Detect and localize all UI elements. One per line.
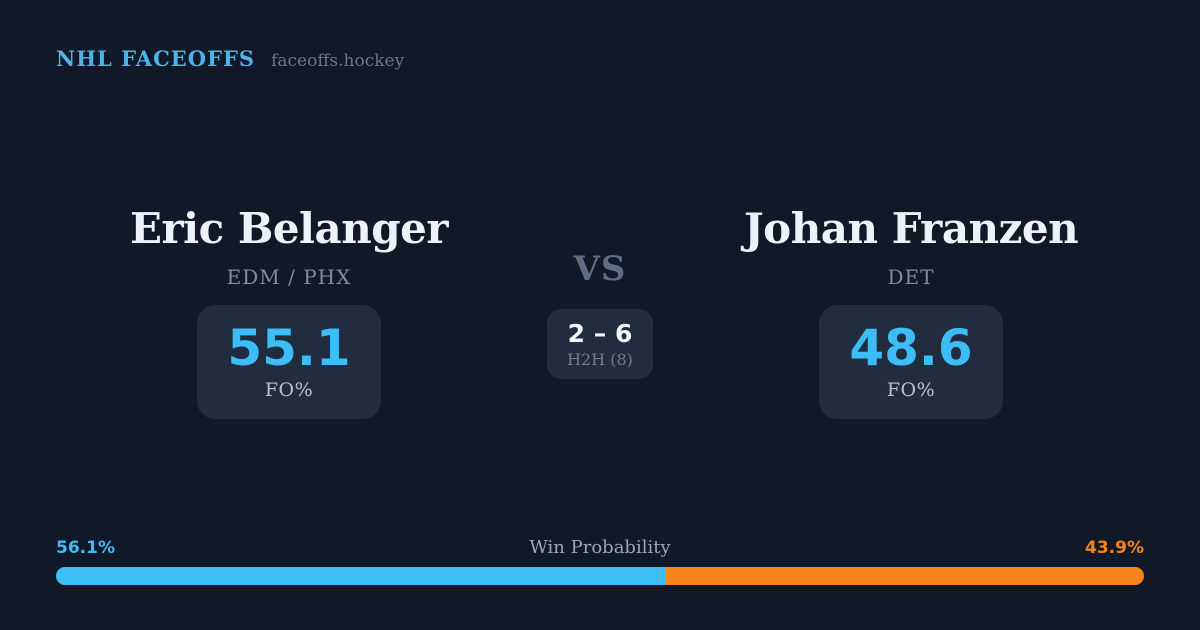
site-domain: faceoffs.hockey [271, 51, 405, 71]
player-right-name: Johan Franzen [743, 204, 1079, 253]
win-probability-bar [56, 567, 1144, 585]
player-left-fo-label: FO% [264, 379, 314, 401]
player-left-name: Eric Belanger [130, 204, 448, 253]
win-probability-title: Win Probability [529, 537, 671, 558]
win-bar-left [56, 567, 667, 585]
vs-label: VS [573, 249, 627, 289]
h2h-card: 2 – 6 H2H (8) [547, 309, 653, 379]
h2h-score: 2 – 6 [567, 319, 633, 348]
player-right-fo-value: 48.6 [849, 319, 973, 377]
win-probability-labels: 56.1% Win Probability 43.9% [56, 537, 1144, 559]
win-pct-right: 43.9% [1085, 538, 1144, 558]
win-probability-section: 56.1% Win Probability 43.9% [56, 537, 1144, 585]
player-left-column: Eric Belanger EDM / PHX 55.1 FO% [56, 205, 522, 419]
matchup-row: Eric Belanger EDM / PHX 55.1 FO% VS 2 – … [56, 205, 1144, 419]
brand-title: NHL FACEOFFS [56, 46, 256, 71]
header: NHL FACEOFFS faceoffs.hockey [56, 46, 404, 71]
vs-column: VS 2 – 6 H2H (8) [522, 205, 678, 379]
player-right-column: Johan Franzen DET 48.6 FO% [678, 205, 1144, 419]
player-left-fo-value: 55.1 [227, 319, 351, 377]
win-pct-left: 56.1% [56, 538, 115, 558]
h2h-label: H2H (8) [567, 350, 633, 369]
player-left-team: EDM / PHX [226, 265, 352, 289]
player-right-team: DET [887, 265, 935, 289]
player-left-fo-card: 55.1 FO% [197, 305, 381, 419]
player-right-fo-card: 48.6 FO% [819, 305, 1003, 419]
win-bar-right [666, 567, 1144, 585]
player-right-fo-label: FO% [886, 379, 936, 401]
